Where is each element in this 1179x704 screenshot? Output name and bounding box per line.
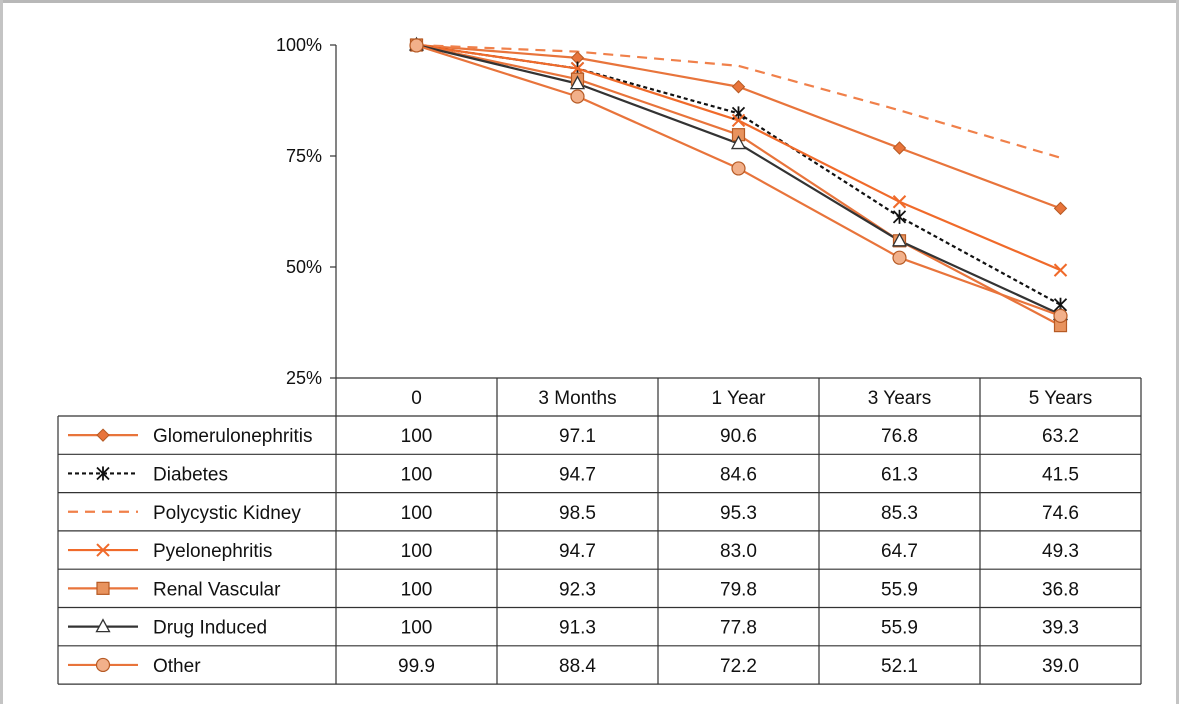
legend-label-pyelonephritis: Pyelonephritis bbox=[153, 541, 272, 562]
point-pyelonephritis-1 bbox=[570, 61, 585, 76]
point-other-0 bbox=[409, 38, 424, 53]
point-pyelonephritis-2-stroke-b bbox=[731, 113, 746, 128]
legend-label-drug-induced: Drug Induced bbox=[153, 618, 267, 639]
cell-pyelonephritis-1: 94.7 bbox=[559, 541, 596, 562]
legend-label-other: Other bbox=[153, 656, 201, 677]
cell-diabetes-1: 94.7 bbox=[559, 464, 596, 485]
point-glomerulonephritis-2 bbox=[731, 80, 746, 94]
point-pyelonephritis-4-stroke-b bbox=[1053, 263, 1068, 277]
cell-pyelonephritis-3: 64.7 bbox=[881, 541, 918, 562]
frame-left-border bbox=[0, 0, 3, 704]
cell-renal-vascular-3: 55.9 bbox=[881, 579, 918, 600]
point-glomerulonephritis-4 bbox=[1053, 201, 1068, 216]
point-pyelonephritis-3-stroke-b bbox=[892, 195, 907, 209]
legend-marker-glomerulonephritis bbox=[96, 428, 110, 442]
series-line-glomerulonephritis bbox=[416, 43, 1061, 210]
x-category-label-0: 0 bbox=[411, 388, 422, 409]
legend-label-polycystic-kidney: Polycystic Kidney bbox=[153, 503, 301, 524]
x-category-label-4: 5 Years bbox=[1029, 388, 1092, 409]
legend-marker-pyelonephritis-stroke-b bbox=[96, 543, 110, 557]
point-other-1 bbox=[570, 89, 585, 104]
cell-other-3: 52.1 bbox=[881, 656, 918, 677]
y-axis: 100% 75% 50% 25% bbox=[276, 35, 337, 388]
cell-drug-induced-1: 91.3 bbox=[559, 618, 596, 639]
cell-renal-vascular-2: 79.8 bbox=[720, 579, 757, 600]
point-other-2 bbox=[731, 161, 746, 176]
cell-diabetes-3: 61.3 bbox=[881, 464, 918, 485]
x-category-label-3: 3 Years bbox=[868, 388, 931, 409]
cell-other-2: 72.2 bbox=[720, 656, 757, 677]
cell-polycystic-kidney-4: 74.6 bbox=[1042, 503, 1079, 524]
point-pyelonephritis-4 bbox=[1053, 263, 1068, 277]
legend-label-glomerulonephritis: Glomerulonephritis bbox=[153, 426, 312, 447]
y-tick-label-3: 25% bbox=[286, 368, 322, 388]
y-tick-label-1: 75% bbox=[286, 146, 322, 166]
point-other-3 bbox=[892, 250, 907, 265]
legend-marker-pyelonephritis bbox=[96, 543, 110, 557]
cell-polycystic-kidney-3: 85.3 bbox=[881, 503, 918, 524]
legend-marker-drug-induced bbox=[95, 618, 111, 633]
cell-drug-induced-0: 100 bbox=[401, 618, 433, 639]
cell-glomerulonephritis-0: 100 bbox=[401, 426, 433, 447]
cell-polycystic-kidney-2: 95.3 bbox=[720, 503, 757, 524]
cell-polycystic-kidney-0: 100 bbox=[401, 503, 433, 524]
point-drug-induced-1 bbox=[569, 75, 586, 90]
cell-renal-vascular-4: 36.8 bbox=[1042, 579, 1079, 600]
point-pyelonephritis-1-stroke-b bbox=[570, 61, 585, 76]
x-category-label-2: 1 Year bbox=[712, 388, 767, 409]
point-other-4 bbox=[1053, 308, 1068, 323]
cell-diabetes-2: 84.6 bbox=[720, 464, 757, 485]
frame-right-border bbox=[1176, 0, 1179, 704]
cell-other-1: 88.4 bbox=[559, 656, 596, 677]
cell-other-4: 39.0 bbox=[1042, 656, 1079, 677]
y-tick-label-0: 100% bbox=[276, 35, 322, 55]
cell-other-0: 99.9 bbox=[398, 656, 435, 677]
cell-diabetes-4: 41.5 bbox=[1042, 464, 1079, 485]
cell-pyelonephritis-4: 49.3 bbox=[1042, 541, 1079, 562]
series-line-pyelonephritis bbox=[416, 43, 1061, 272]
cell-glomerulonephritis-2: 90.6 bbox=[720, 426, 757, 447]
frame-top-border bbox=[0, 0, 1179, 3]
point-drug-induced-2 bbox=[730, 135, 747, 150]
x-category-label-1: 3 Months bbox=[538, 388, 616, 409]
legend-label-renal-vascular: Renal Vascular bbox=[153, 579, 281, 600]
cell-pyelonephritis-2: 83.0 bbox=[720, 541, 757, 562]
cell-drug-induced-4: 39.3 bbox=[1042, 618, 1079, 639]
data-table: 0 3 Months 1 Year 3 Years 5 Years Glomerulone… bbox=[57, 377, 1142, 685]
point-diabetes-3 bbox=[892, 209, 907, 224]
cell-drug-induced-2: 77.8 bbox=[720, 618, 757, 639]
cell-glomerulonephritis-1: 97.1 bbox=[559, 426, 596, 447]
legend-marker-renal-vascular bbox=[96, 581, 110, 595]
cell-renal-vascular-0: 100 bbox=[401, 579, 433, 600]
series-markers bbox=[408, 36, 1069, 333]
point-drug-induced-3 bbox=[891, 232, 908, 247]
cell-diabetes-0: 100 bbox=[401, 464, 433, 485]
cell-glomerulonephritis-4: 63.2 bbox=[1042, 426, 1079, 447]
y-tick-label-2: 50% bbox=[286, 257, 322, 277]
series-line-polycystic-kidney bbox=[416, 43, 1061, 159]
point-pyelonephritis-2 bbox=[731, 113, 746, 128]
legend-marker-diabetes bbox=[96, 466, 110, 481]
point-glomerulonephritis-3 bbox=[892, 141, 907, 155]
cell-drug-induced-3: 55.9 bbox=[881, 618, 918, 639]
cell-polycystic-kidney-1: 98.5 bbox=[559, 503, 596, 524]
point-pyelonephritis-3 bbox=[892, 195, 907, 209]
cell-glomerulonephritis-3: 76.8 bbox=[881, 426, 918, 447]
cell-renal-vascular-1: 92.3 bbox=[559, 579, 596, 600]
cell-pyelonephritis-0: 100 bbox=[401, 541, 433, 562]
legend-label-diabetes: Diabetes bbox=[153, 464, 228, 485]
point-diabetes-2 bbox=[731, 106, 746, 121]
legend-marker-other bbox=[95, 657, 111, 673]
